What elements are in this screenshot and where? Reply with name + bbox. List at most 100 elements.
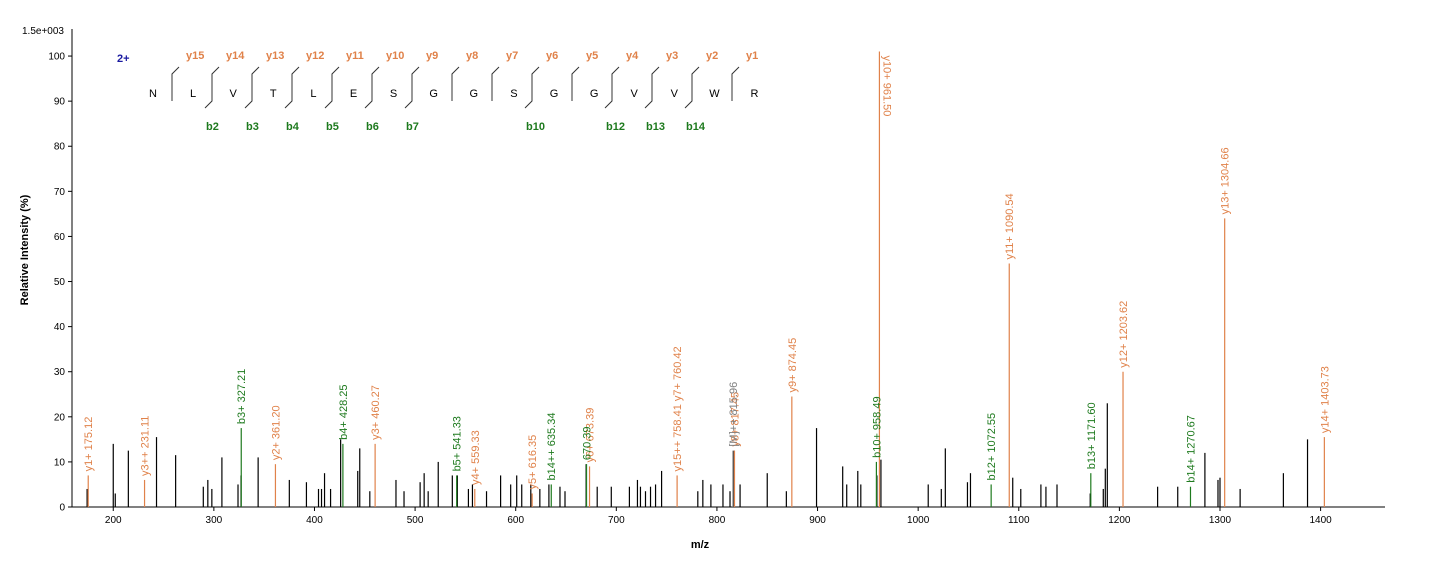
y-ion-label: y2 [706, 50, 718, 62]
peak-label: b13+ 1171.60 [1086, 402, 1098, 469]
x-tick-label: 1000 [907, 515, 930, 526]
ion-number: 14 [693, 121, 706, 133]
ion-number: 4 [632, 50, 639, 62]
x-tick-label: 500 [407, 515, 424, 526]
ion-number: 7 [413, 121, 419, 133]
fragment-bracket [604, 66, 620, 109]
peak-label: y3++ 231.11 [140, 416, 152, 476]
y-ion-label: y11 [346, 50, 364, 62]
y-ion-label: y4 [626, 50, 639, 62]
peak-label: y3+ 460.27 [370, 385, 382, 440]
b-ion-label: b13 [646, 121, 665, 133]
y-tick-label: 60 [54, 232, 66, 243]
ion-number: 6 [373, 121, 379, 133]
x-tick-label: 1400 [1309, 515, 1332, 526]
peak-label: b12+ 1072.55 [986, 413, 998, 481]
ion-number: 10 [392, 50, 404, 62]
ion-number: 13 [272, 50, 284, 62]
fragment-bracket [171, 66, 180, 101]
y-tick-label: 80 [54, 142, 66, 153]
ion-letter: b [326, 121, 333, 133]
ion-letter: b [526, 121, 533, 133]
ion-letter: y [506, 50, 513, 62]
ion-number: 5 [333, 121, 339, 133]
ion-number: 12 [613, 121, 625, 133]
y-ion-label: y3 [666, 50, 678, 62]
x-axis-label: m/z [691, 539, 710, 551]
y-tick-label: 40 [54, 322, 66, 333]
ion-number: 4 [293, 121, 300, 133]
ion-number: 5 [592, 50, 598, 62]
peak-label: y2+ 361.20 [270, 405, 282, 460]
fragment-bracket [524, 66, 540, 109]
y-ion-label: y10 [386, 50, 404, 62]
ion-letter: b [646, 121, 653, 133]
x-tick-label: 1200 [1108, 515, 1131, 526]
y-ion-label: y8 [466, 50, 478, 62]
x-tick-label: 300 [206, 515, 223, 526]
peak-label: y14+ 1403.73 [1319, 366, 1331, 433]
fragment-bracket [284, 66, 300, 109]
ion-letter: y [306, 50, 313, 62]
b-ion-label: b5 [326, 121, 339, 133]
b-ion-label: b10 [526, 121, 545, 133]
ion-letter: b [406, 121, 413, 133]
fragment-bracket [731, 66, 740, 101]
peak-label: y8+ 817.45 [729, 392, 741, 447]
peak-label: b14++ 635.34 [546, 413, 558, 481]
x-tick-label: 1300 [1209, 515, 1232, 526]
residue: T [270, 88, 277, 100]
ion-letter: b [686, 121, 693, 133]
peak-label: y10+ 961.50 [880, 56, 892, 117]
b-ion-label: b4 [286, 121, 300, 133]
fragment-bracket [404, 66, 420, 109]
ion-letter: y [706, 50, 713, 62]
ion-letter: y [546, 50, 553, 62]
peak-label: [M]++ 815.96 [728, 382, 740, 447]
y-ion-label: y7 [506, 50, 518, 62]
residue: E [350, 88, 357, 100]
ion-number: 8 [472, 50, 478, 62]
residue: L [310, 88, 316, 100]
ion-letter: b [246, 121, 253, 133]
scale-label: 1.5e+003 [22, 26, 64, 37]
b-ion-label: b12 [606, 121, 625, 133]
ion-letter: y [746, 50, 753, 62]
ion-number: 6 [552, 50, 558, 62]
ion-letter: y [586, 50, 593, 62]
x-tick-label: 600 [507, 515, 524, 526]
peak-label: y13+ 1304.66 [1220, 147, 1232, 214]
peak-label: b4+ 428.25 [338, 384, 350, 439]
y-ion-label: y14 [226, 50, 245, 62]
residue: G [470, 88, 479, 100]
peak-label: y11+ 1090.54 [1004, 193, 1016, 259]
fragment-bracket [491, 66, 500, 101]
y-ion-label: y9 [426, 50, 438, 62]
x-tick-label: 900 [809, 515, 826, 526]
fragment-bracket [324, 66, 340, 109]
ion-number: 10 [533, 121, 545, 133]
y-ion-label: y6 [546, 50, 558, 62]
fragment-bracket [571, 66, 580, 101]
b-ion-label: b7 [406, 121, 419, 133]
y-tick-label: 70 [54, 187, 66, 198]
y-tick-label: 20 [54, 412, 66, 423]
ion-number: 3 [672, 50, 678, 62]
x-tick-label: 200 [105, 515, 122, 526]
peak-label: y5+ 616.35 [527, 435, 539, 490]
fragment-bracket [244, 66, 260, 109]
ion-number: 1 [752, 50, 758, 62]
ion-letter: b [206, 121, 213, 133]
x-tick-label: 400 [306, 515, 323, 526]
residue: S [510, 88, 517, 100]
y-tick-label: 0 [59, 503, 65, 514]
ion-number: 13 [653, 121, 665, 133]
y-tick-label: 10 [54, 457, 66, 468]
ion-letter: y [226, 50, 233, 62]
ion-letter: y [466, 50, 473, 62]
x-tick-label: 700 [608, 515, 625, 526]
fragment-bracket [364, 66, 380, 109]
y-ion-label: y15 [186, 50, 204, 62]
x-tick-label: 800 [709, 515, 726, 526]
